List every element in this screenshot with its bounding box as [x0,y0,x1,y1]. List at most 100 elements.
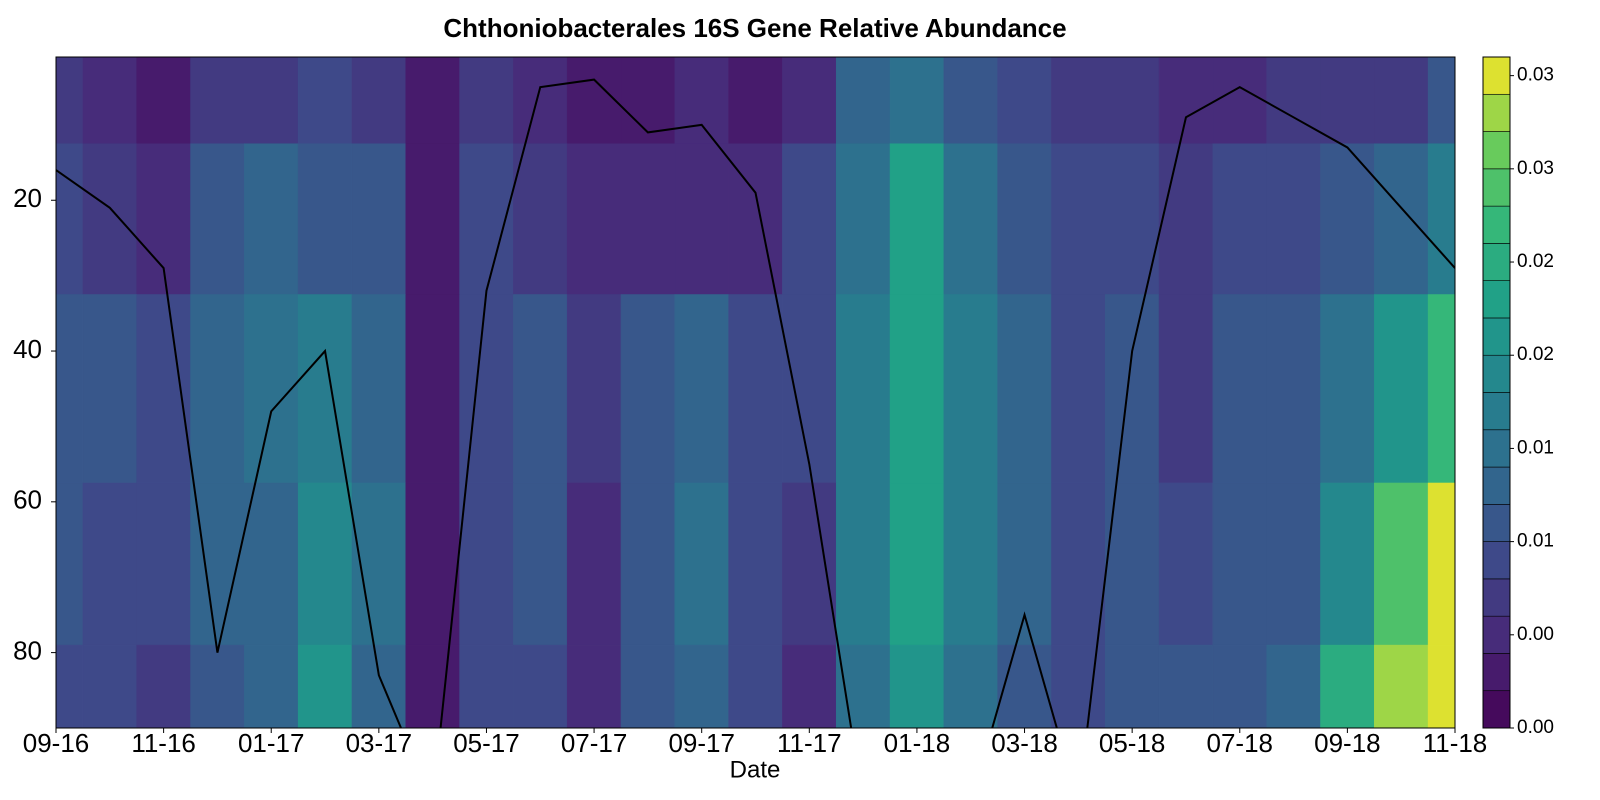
line [56,78,1455,728]
contour-cell [459,482,514,646]
contour-cell [1158,482,1214,646]
contour-cell [620,644,676,728]
contour-cell [82,482,137,646]
plot-frame [55,56,1456,729]
colorbar-band [1482,354,1511,393]
contour-cell [82,644,137,728]
contour-cell [997,143,1052,295]
contour-cell [1427,644,1455,728]
contour-cell [1051,57,1106,144]
contour-cell [674,482,729,646]
contour-cell [1427,482,1455,646]
contour-cell [513,143,568,295]
colorbar-band [1482,690,1511,729]
colorbar-band [1482,243,1511,281]
contour-field [56,57,1455,728]
contour-cell [997,294,1052,484]
contour-cell [190,482,245,646]
contour-cell [1374,644,1429,728]
contour-cell [1374,57,1429,144]
colorbar-tick-label: 0.02 [1517,344,1554,365]
colorbar-band [1482,93,1511,132]
x-tick-label: 11-16 [131,728,196,758]
colorbar-tick-label: 0.01 [1517,437,1554,458]
colorbar-band [1482,615,1511,654]
contour-cell [1051,644,1106,728]
contour-cell [1427,57,1455,144]
contour-cell [943,143,998,295]
contour-cell [136,644,191,728]
y-tick-label: 60 [13,485,42,515]
colorbar-tick-label: 0.02 [1517,251,1554,272]
contour-cell [244,143,299,295]
contour-cell [566,482,622,646]
contour-cell [1266,57,1321,144]
contour-cell [1212,294,1267,484]
contour-cell [1158,143,1214,295]
contour-cell [1158,57,1214,144]
contour-cell [297,294,353,484]
contour-cell [728,57,783,144]
x-tick-label: 05-18 [1099,728,1166,758]
colorbar-band [1482,168,1511,207]
contour-cell [82,143,137,295]
contour-cell [782,644,837,728]
contour-cell [1158,644,1214,728]
contour-cell [1051,294,1106,484]
colorbar-band [1482,653,1511,692]
contour-cell [136,482,191,646]
x-tick-label: 03-18 [991,728,1058,758]
y-tick-label: 80 [13,635,42,665]
contour-cell [1266,143,1321,295]
contour-cell [405,143,460,295]
contour-cell [566,143,622,295]
contour-cell [997,644,1052,728]
contour-cell [1266,482,1321,646]
contour-cell [190,644,245,728]
contour-cell [1105,294,1160,484]
contour-cell [566,644,622,728]
contour-cell [1212,482,1267,646]
contour-cell [674,294,729,484]
contour-cell [835,482,891,646]
contour-cell [889,482,945,646]
colorbar-band [1482,392,1511,431]
x-tick-label: 11-17 [777,728,842,758]
contour-cell [566,57,622,144]
x-axis-label: Date [730,756,781,783]
contour-cell [297,57,353,144]
contour-cell [782,143,837,295]
contour-cell [728,482,783,646]
contour-cell [1051,482,1106,646]
contour-cell [351,644,407,728]
contour-cell [782,294,837,484]
contour-cell [190,143,245,295]
contour-cell [190,57,245,144]
contour-cell [889,644,945,728]
colorbar-tick-label: 0.00 [1517,717,1554,738]
contour-cell [835,57,891,144]
contour-cell [728,143,783,295]
contour-cell [566,294,622,484]
colorbar-band [1482,131,1511,170]
contour-cell [1374,482,1429,646]
contour-cell [997,57,1052,144]
colorbar-band [1482,541,1511,580]
colorbar-frame [1482,56,1511,729]
contour-cell [513,482,568,646]
contour-cell [943,644,998,728]
contour-cell [674,644,729,728]
contour-cell [728,294,783,484]
contour-cell [1320,294,1375,484]
colorbar-band [1482,578,1511,617]
contour-cell [82,294,137,484]
contour-cell [244,57,299,144]
contour-cell [620,294,676,484]
chart-title: Chthoniobacterales 16S Gene Relative Abu… [443,13,1066,43]
contour-cell [244,294,299,484]
colorbar-band [1482,280,1511,319]
contour-cell [459,644,514,728]
contour-cell [351,57,407,144]
contour-cell [405,644,460,728]
contour-cell [1105,644,1160,728]
